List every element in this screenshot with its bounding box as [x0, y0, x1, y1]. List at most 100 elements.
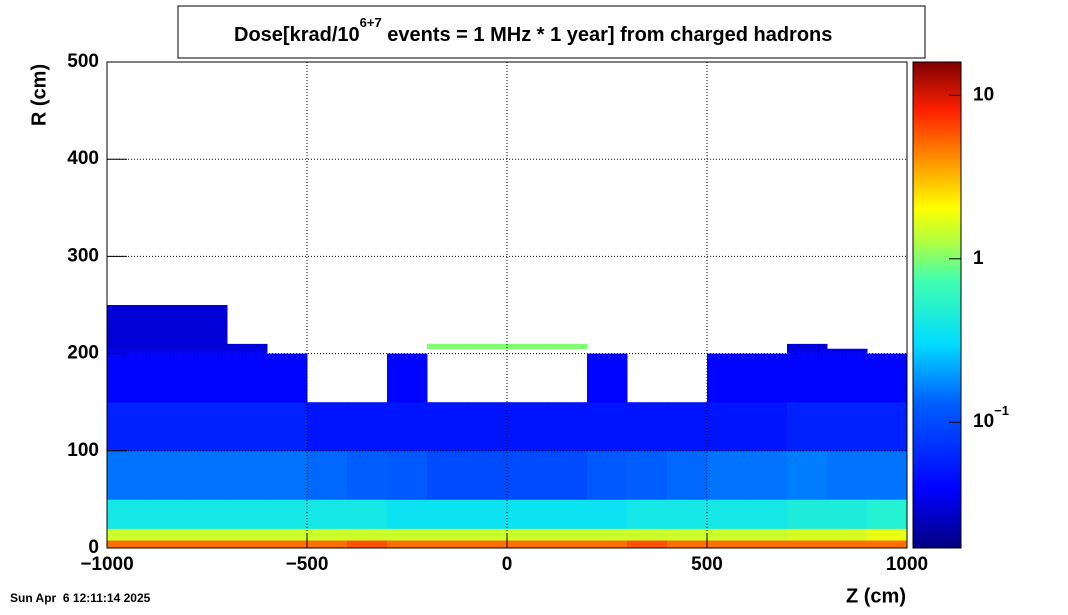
heatmap-cell	[387, 450, 428, 500]
heatmap-cell	[107, 343, 148, 350]
heatmap-cell	[347, 528, 388, 541]
heatmap-cell	[107, 528, 148, 541]
heatmap-cell	[787, 348, 828, 354]
heatmap-cell	[227, 402, 268, 452]
heatmap-cell	[147, 450, 188, 500]
heatmap-cell	[747, 450, 788, 500]
heatmap-cell	[747, 499, 788, 529]
y-tick-label: 0	[88, 537, 99, 558]
heatmap-cell	[707, 499, 748, 529]
x-tick-label: 1000	[886, 554, 928, 575]
heatmap-cell	[227, 343, 268, 350]
heatmap-cell	[187, 348, 228, 354]
heatmap-cell	[827, 499, 868, 529]
title-box	[177, 5, 926, 59]
heatmap-cell	[867, 528, 908, 541]
color-bar-label: 10	[973, 84, 994, 105]
heatmap-cell	[467, 343, 508, 350]
heatmap-cell	[667, 540, 708, 549]
heatmap-cell	[107, 348, 148, 354]
heatmap-cell	[507, 499, 548, 529]
x-tick-label: 0	[502, 554, 513, 575]
title-superscript: 6+7	[360, 15, 382, 30]
heatmap-cell	[347, 402, 388, 452]
heatmap-cell	[187, 499, 228, 529]
heatmap-cell	[667, 402, 708, 452]
heatmap-cell	[547, 402, 588, 452]
heatmap-cell	[827, 450, 868, 500]
heatmap-cell	[707, 450, 748, 500]
heatmap-cell	[467, 450, 508, 500]
heatmap-cell	[267, 540, 308, 549]
heatmap-cell	[787, 540, 828, 549]
heatmap-cell	[187, 540, 228, 549]
heatmap-cell	[867, 402, 908, 452]
heatmap-cell	[787, 450, 828, 500]
title-text: events = 1 MHz * 1 year] from charged ha…	[382, 24, 833, 46]
heatmap-cell	[107, 353, 148, 403]
heatmap-cell	[427, 402, 468, 452]
heatmap-cell	[387, 353, 428, 403]
color-bar-label-text: 1	[973, 248, 984, 269]
heatmap-cell	[547, 540, 588, 549]
heatmap-cell	[387, 402, 428, 452]
heatmap-cell	[667, 450, 708, 500]
timestamp: Sun Apr 6 12:11:14 2025	[10, 591, 151, 605]
x-tick-label: −1000	[80, 554, 133, 575]
heatmap-cell	[307, 499, 348, 529]
heatmap-cell	[467, 499, 508, 529]
heatmap-cell	[187, 450, 228, 500]
heatmap-cell	[387, 528, 428, 541]
heatmap-cell	[587, 402, 628, 452]
color-bar-label: 10−1	[973, 404, 1009, 433]
heatmap-cell	[507, 450, 548, 500]
heatmap-cell	[187, 402, 228, 452]
heatmap-cell	[627, 450, 668, 500]
heatmap-cell	[507, 402, 548, 452]
color-bar-label-text: 10	[973, 411, 994, 432]
heatmap-cell	[107, 499, 148, 529]
heatmap-cell	[867, 499, 908, 529]
heatmap-cell	[507, 528, 548, 541]
heatmap-cell	[827, 353, 868, 403]
heatmap-cell	[147, 528, 188, 541]
heatmap-cell	[747, 353, 788, 403]
heatmap-cell	[827, 528, 868, 541]
heatmap-cell	[187, 353, 228, 403]
heatmap-cell	[707, 528, 748, 541]
heatmap-cell	[267, 499, 308, 529]
heatmap-cell	[587, 528, 628, 541]
heatmap-cell	[147, 353, 188, 403]
heatmap-cell	[227, 540, 268, 549]
x-tick-label: 500	[691, 554, 723, 575]
heatmap-cell	[347, 540, 388, 549]
heatmap-cell	[267, 353, 308, 403]
heatmap-cell	[867, 353, 908, 403]
heatmap-cell	[747, 402, 788, 452]
heatmap-cell	[627, 540, 668, 549]
heatmap-cell	[707, 353, 748, 403]
heatmap-cell	[467, 528, 508, 541]
heatmap-cell	[147, 499, 188, 529]
heatmap-cell	[827, 402, 868, 452]
heatmap-cell	[267, 402, 308, 452]
heatmap-cell	[147, 305, 188, 345]
heatmap-cell	[667, 499, 708, 529]
heatmap-cell	[107, 305, 148, 345]
heatmap-cell	[187, 528, 228, 541]
heatmap-cell	[787, 499, 828, 529]
x-tick-label: −500	[286, 554, 329, 575]
heatmap-cell	[187, 343, 228, 350]
color-bar	[912, 61, 962, 549]
y-tick-label: 400	[67, 148, 99, 169]
heatmap-cell	[107, 450, 148, 500]
heatmap-cell	[427, 540, 468, 549]
y-tick-label: 300	[67, 245, 99, 266]
heatmap-cell	[507, 343, 548, 350]
color-bar-label: 1	[973, 248, 984, 269]
heatmap-cell	[347, 499, 388, 529]
heatmap-cell	[547, 528, 588, 541]
heatmap-cell	[267, 450, 308, 500]
plot-frame	[106, 61, 908, 549]
heatmap-cell	[147, 402, 188, 452]
